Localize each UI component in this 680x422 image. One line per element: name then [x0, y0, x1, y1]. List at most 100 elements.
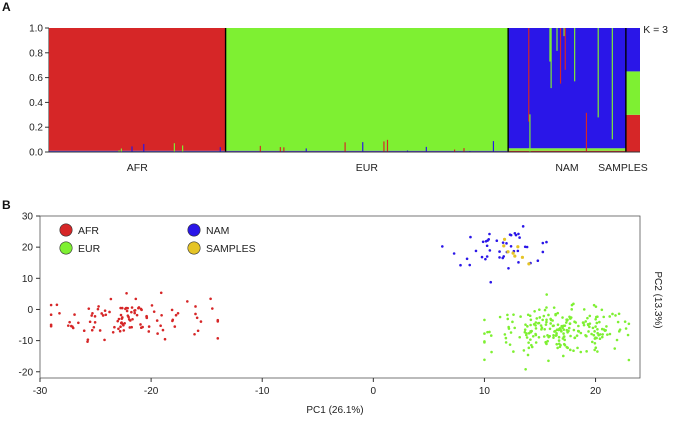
- pca-point-afr: [117, 327, 120, 331]
- pca-point-eur: [598, 320, 601, 324]
- pca-point-afr: [82, 329, 86, 333]
- pca-point-eur: [540, 328, 543, 331]
- admixture-y-tick-label: 0.2: [29, 123, 43, 134]
- ancestry-individual-spike: [549, 28, 551, 62]
- ancestry-individual-spike: [279, 147, 281, 152]
- pca-point-afr: [119, 306, 122, 310]
- pca-point-nam: [525, 245, 529, 249]
- pca-point-afr: [96, 307, 100, 311]
- pca-point-eur: [504, 336, 508, 340]
- pca-plot-frame: [39, 215, 641, 379]
- pca-point-nam: [487, 238, 491, 241]
- pca-point-eur: [532, 323, 536, 326]
- pca-point-eur: [602, 315, 606, 319]
- pca-point-eur: [608, 332, 612, 336]
- pca-point-afr: [174, 313, 178, 317]
- pca-point-eur: [568, 322, 572, 326]
- pca-point-eur: [594, 325, 597, 328]
- pca-point-eur: [526, 313, 530, 317]
- pca-point-afr: [109, 297, 113, 301]
- ancestry-individual-spike: [528, 28, 530, 122]
- pca-point-eur: [527, 331, 531, 335]
- pca-point-eur: [588, 314, 592, 318]
- ancestry-individual-spike: [611, 28, 613, 140]
- pca-point-afr: [90, 314, 93, 317]
- pca-point-afr: [77, 321, 80, 325]
- pca-point-eur: [613, 347, 617, 350]
- pca-point-eur: [590, 332, 593, 336]
- pca-point-eur: [508, 343, 512, 346]
- pca-y-tick-label: 30: [22, 212, 34, 223]
- pca-point-eur: [568, 348, 572, 352]
- pca-point-samples: [513, 254, 517, 258]
- pca-point-eur: [600, 335, 604, 339]
- pca-point-afr: [73, 313, 76, 316]
- ancestry-bar-nam-green: [508, 148, 626, 151]
- pca-point-eur: [556, 323, 560, 326]
- pca-point-afr: [122, 324, 125, 327]
- pca-y-tick-label: 0: [27, 305, 33, 316]
- pca-point-afr: [103, 338, 106, 342]
- pca-series-afr: [49, 291, 220, 343]
- ancestry-individual-spike: [597, 28, 599, 118]
- ancestry-individual-spike: [463, 148, 465, 152]
- pca-point-afr: [88, 320, 92, 324]
- pca-point-eur: [627, 322, 631, 326]
- pca-point-afr: [139, 307, 143, 311]
- pca-point-afr: [216, 318, 220, 322]
- ancestry-bar-nam-blue: [508, 28, 626, 149]
- pca-point-nam: [505, 242, 508, 245]
- admixture-y-tick-label: 1.0: [29, 24, 43, 35]
- pca-point-eur: [549, 322, 552, 325]
- pca-point-eur: [556, 346, 559, 350]
- ancestry-individual-spike: [585, 112, 588, 152]
- pca-point-eur: [594, 318, 597, 321]
- pca-point-nam: [459, 263, 462, 267]
- legend-swatch: [59, 223, 73, 237]
- pca-point-afr: [176, 311, 180, 315]
- pca-point-eur: [587, 330, 590, 333]
- pca-point-eur: [592, 303, 596, 307]
- pca-point-eur: [483, 318, 486, 322]
- legend-label: AFR: [78, 225, 99, 237]
- panel-b-label: B: [2, 198, 11, 212]
- pca-point-eur: [573, 336, 576, 340]
- pca-point-eur: [564, 321, 568, 324]
- pca-point-afr: [216, 337, 220, 340]
- pca-point-eur: [618, 328, 622, 331]
- pca-point-nam: [523, 245, 527, 249]
- pca-point-afr: [125, 309, 129, 313]
- ancestry-bar-afr-blue: [49, 150, 226, 152]
- pca-point-nam: [480, 255, 484, 259]
- pca-point-nam: [541, 241, 545, 245]
- pca-point-eur: [562, 335, 566, 338]
- pca-point-eur: [626, 333, 630, 337]
- pca-point-afr: [170, 308, 174, 312]
- pca-point-eur: [522, 349, 526, 352]
- pca-point-samples: [502, 244, 506, 248]
- pca-point-eur: [565, 328, 569, 332]
- ancestry-bar-samples-blue: [625, 28, 640, 72]
- pca-point-eur: [577, 330, 580, 333]
- pca-point-afr: [194, 305, 197, 308]
- legend-label: SAMPLES: [206, 243, 256, 255]
- pca-point-eur: [512, 350, 515, 353]
- pca-point-eur: [552, 306, 556, 309]
- pca-point-nam: [507, 266, 510, 270]
- pca-point-eur: [546, 339, 549, 343]
- pca-point-eur: [557, 342, 561, 346]
- k-annotation: K = 3: [643, 24, 668, 36]
- pca-point-nam: [488, 249, 492, 252]
- pca-point-eur: [596, 331, 599, 335]
- pca-point-eur: [598, 337, 602, 341]
- pca-point-eur: [530, 345, 534, 349]
- pca-point-afr: [122, 329, 126, 332]
- ancestry-individual-spike: [383, 141, 385, 152]
- pca-point-eur: [519, 315, 522, 318]
- legend-item-samples: SAMPLES: [187, 241, 256, 255]
- pca-y-tick-label: -10: [19, 336, 34, 347]
- pca-point-eur: [503, 333, 507, 336]
- pca-point-samples: [527, 262, 531, 266]
- pca-point-eur: [557, 339, 561, 342]
- pca-point-afr: [49, 313, 53, 317]
